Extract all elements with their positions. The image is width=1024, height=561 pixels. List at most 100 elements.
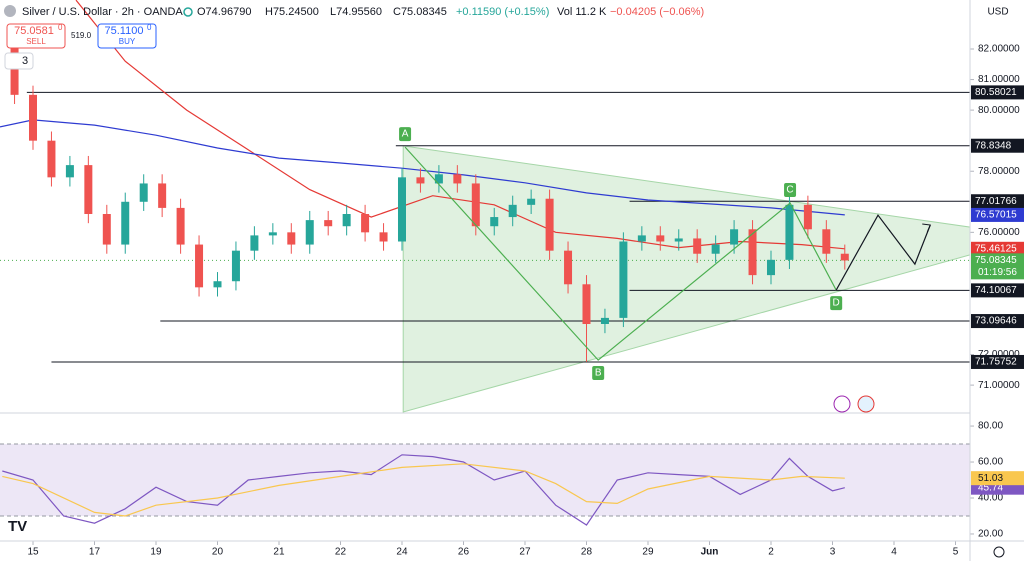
level-label: 73.09646 [975, 316, 1017, 327]
candle-body [287, 232, 296, 245]
level-badge [971, 283, 1024, 298]
x-tick-label: 29 [642, 547, 654, 558]
spread: 519.0 [71, 31, 92, 40]
x-tick-label: 5 [953, 547, 959, 558]
buy-sup: 0 [147, 23, 152, 32]
level-badge [971, 314, 1024, 329]
level-label: 74.10067 [975, 285, 1017, 296]
level-badge [971, 138, 1024, 153]
candle-body [785, 204, 794, 260]
candle-body [453, 174, 462, 184]
y-tick-label: 82.00000 [978, 44, 1020, 55]
ohlc-low: L74.95560 [330, 6, 382, 18]
candle-body [250, 235, 259, 251]
pattern-badge [399, 127, 412, 142]
candle-body [65, 165, 74, 178]
flag-icon[interactable] [857, 395, 875, 413]
event-icon[interactable] [833, 395, 851, 413]
price-badge-label: 75.08345 [975, 255, 1017, 266]
candle-body [84, 165, 93, 215]
ohlc-open: O74.96790 [197, 6, 251, 18]
candle-body [803, 204, 812, 230]
candle-body [674, 238, 683, 242]
rsi-badge-label: 51.03 [978, 473, 1003, 484]
rsi-badge [971, 471, 1024, 486]
level-label: 71.75752 [975, 357, 1017, 368]
x-tick-label: 26 [458, 547, 470, 558]
candle-body [471, 183, 480, 227]
candle-body [840, 253, 849, 261]
ohlc-change: +0.11590 (+0.15%) [456, 6, 549, 18]
pattern-label: B [595, 368, 602, 379]
x-tick-label: 21 [273, 547, 285, 558]
sell-price: 75.0581 [14, 25, 54, 37]
candle-body [656, 235, 665, 242]
x-tick-label: 4 [891, 547, 897, 558]
x-tick-label: 28 [581, 547, 593, 558]
level-label: 80.58021 [975, 87, 1017, 98]
x-tick-label: 22 [335, 547, 347, 558]
pattern-label: D [833, 298, 840, 309]
rsi-band [0, 444, 970, 516]
logo: TV [8, 518, 27, 535]
candle-body [434, 174, 443, 184]
sell-button[interactable] [6, 23, 66, 49]
y-tick-label: 80.00000 [978, 105, 1020, 116]
rsi-tick-label: 80.00 [978, 421, 1003, 432]
pattern-label: C [786, 185, 793, 196]
ohlc-high: H75.24500 [265, 6, 319, 18]
candle-body [600, 317, 609, 325]
rsi-tick-label: 40.00 [978, 493, 1003, 504]
candle-body [268, 232, 277, 236]
candle-body [564, 250, 573, 285]
level-badge [971, 85, 1024, 100]
candle-body [139, 183, 148, 202]
candle-body [730, 229, 739, 245]
candle-body [508, 204, 517, 218]
y-tick-label: 71.00000 [978, 380, 1020, 391]
candle-body [342, 214, 351, 227]
rsi-badge-label: 45.74 [978, 482, 1003, 493]
collapse-button[interactable] [4, 52, 34, 70]
volume-change: −0.04205 (−0.06%) [610, 6, 704, 18]
rsi-line [2, 463, 845, 517]
buy-button[interactable] [97, 23, 157, 49]
x-tick-label: 3 [830, 547, 836, 558]
symbol-icon[interactable] [4, 5, 16, 17]
candle-body [195, 244, 204, 288]
price-badge [971, 207, 1024, 222]
ohlc-close: C75.08345 [393, 6, 447, 18]
x-tick-label: 17 [89, 547, 101, 558]
candle-body [176, 207, 185, 245]
candle-body [213, 281, 222, 288]
candle-body [527, 198, 536, 205]
indicator-count: 3 [22, 55, 28, 67]
x-tick-label: 19 [150, 547, 162, 558]
buy-price: 75.1100 [105, 25, 144, 37]
candle-body [582, 284, 591, 325]
settings-icon[interactable] [993, 546, 1005, 558]
candle-body [231, 250, 240, 282]
countdown: 01:19:56 [978, 267, 1017, 278]
candle-body [711, 244, 720, 254]
candle-body [545, 198, 554, 251]
x-tick-label: 2 [768, 547, 774, 558]
level-label: 78.8348 [975, 140, 1012, 151]
buy-label: BUY [119, 37, 136, 46]
candle-body [158, 183, 167, 208]
market-status [183, 7, 193, 17]
candle-body [29, 94, 38, 141]
x-tick-label: 15 [27, 547, 39, 558]
candle-body [121, 201, 130, 245]
x-tick-label: Jun [701, 547, 719, 558]
candle-body [766, 259, 775, 276]
currency: USD [987, 7, 1008, 18]
pattern-badge [784, 183, 797, 198]
projection-line [835, 214, 931, 291]
y-tick-label: 72.00000 [978, 349, 1020, 360]
level-badge [971, 194, 1024, 209]
x-tick-label: 20 [212, 547, 224, 558]
moving-average [75, 0, 845, 250]
